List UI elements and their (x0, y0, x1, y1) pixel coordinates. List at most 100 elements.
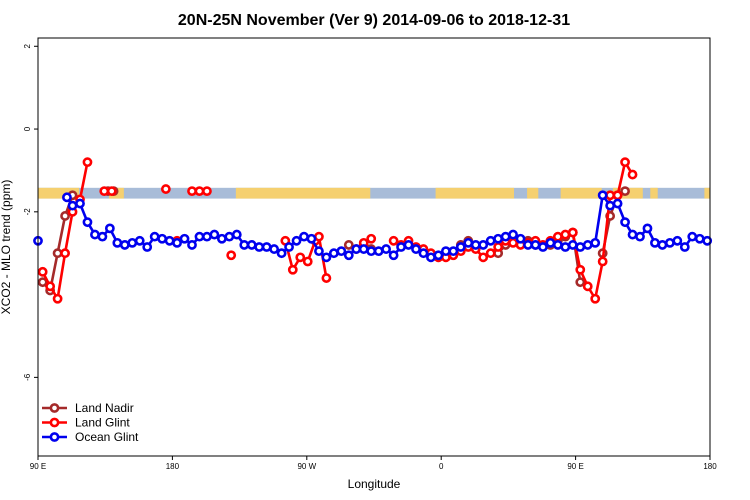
data-point (328, 248, 339, 259)
data-point (60, 248, 70, 259)
y-tick-label: -2 (23, 208, 32, 216)
data-point (160, 184, 171, 194)
data-point (37, 266, 48, 277)
data-point (157, 233, 168, 244)
data-point (37, 277, 48, 288)
data-point (299, 231, 309, 242)
data-point (672, 235, 683, 246)
data-point (75, 198, 85, 209)
data-point (302, 256, 313, 267)
data-point (650, 237, 660, 248)
data-point (187, 186, 197, 197)
data-point (82, 157, 93, 168)
data-point (426, 252, 436, 263)
data-point (239, 240, 250, 250)
data-point (99, 186, 110, 197)
data-point (552, 231, 563, 242)
y-tick-label: 0 (23, 126, 32, 131)
data-point (560, 229, 571, 240)
land-patch (560, 187, 602, 199)
data-point (403, 240, 414, 250)
data-point (226, 250, 237, 261)
legend-item: Ocean Glint (42, 430, 139, 444)
data-point (82, 217, 93, 228)
data-point (351, 244, 362, 254)
data-point (620, 186, 630, 197)
data-point (67, 200, 78, 211)
x-axis-label: Longitude (348, 477, 401, 491)
x-tick-label: 180 (166, 462, 180, 471)
data-point (388, 235, 399, 246)
data-point (134, 235, 145, 246)
data-point (485, 235, 496, 246)
data-point (418, 248, 429, 259)
data-point (52, 293, 63, 304)
data-point (582, 281, 593, 292)
data-point (194, 186, 205, 197)
data-point (314, 231, 324, 242)
data-point (209, 229, 220, 240)
land-patch (235, 187, 371, 199)
data-point (224, 231, 235, 242)
data-point (287, 264, 298, 275)
data-point (679, 242, 690, 252)
data-point (62, 192, 72, 203)
data-point (295, 252, 306, 263)
data-point (104, 223, 115, 234)
data-point (246, 240, 257, 250)
data-point (463, 237, 474, 248)
data-point (142, 242, 153, 252)
y-axis-label: XCO2 - MLO trend (ppm) (0, 180, 13, 315)
legend-swatch-marker (49, 432, 60, 442)
data-point (60, 211, 70, 221)
data-point (448, 246, 459, 257)
ocean-band (38, 187, 710, 199)
legend-swatch-marker (49, 417, 60, 428)
data-point (612, 190, 623, 201)
data-point (254, 242, 265, 252)
data-point (515, 233, 526, 244)
data-point (373, 246, 384, 257)
data-point (493, 233, 504, 244)
data-point (284, 242, 294, 252)
data-point (493, 242, 504, 252)
data-point (694, 233, 705, 244)
data-point (411, 244, 421, 254)
data-point (664, 237, 675, 248)
data-point (635, 231, 645, 242)
data-point (194, 231, 205, 242)
data-point (396, 242, 406, 252)
data-point (381, 244, 392, 254)
data-point (149, 231, 160, 242)
land-patch (704, 187, 710, 199)
data-point (52, 248, 63, 259)
data-point (560, 242, 571, 252)
data-point (366, 233, 377, 244)
land-patch (527, 187, 539, 199)
data-point (336, 246, 347, 257)
data-point (106, 186, 117, 197)
data-point (485, 248, 496, 259)
data-point (620, 157, 630, 168)
data-point (538, 242, 548, 252)
data-point (187, 240, 197, 250)
data-point (321, 273, 332, 283)
series-layer (33, 157, 713, 304)
data-point (343, 250, 354, 261)
land-patch (650, 187, 658, 199)
data-point (321, 252, 332, 263)
data-point (605, 200, 616, 211)
y-tick-label: -6 (23, 373, 32, 381)
data-point (306, 233, 317, 244)
data-point (127, 237, 138, 248)
data-point (231, 229, 242, 240)
x-tick-label: 90 E (30, 462, 46, 471)
land-patch (38, 187, 80, 199)
x-tick-label: 90 W (297, 462, 316, 471)
x-axis: 90 E 180 90 W 0 90 E 180 (30, 456, 717, 471)
data-point (366, 246, 377, 257)
legend-item: Land Nadir (42, 401, 134, 415)
series-land-glint (37, 157, 638, 304)
